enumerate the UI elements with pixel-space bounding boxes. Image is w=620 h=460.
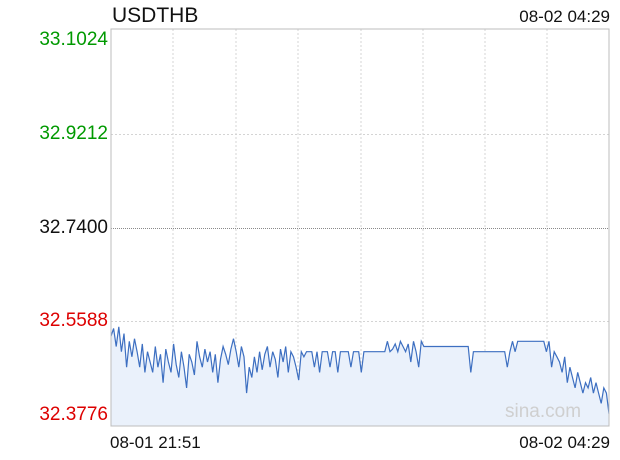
x-tick-label-end: 08-02 04:29 [519, 433, 610, 452]
symbol-title: USDTHB [112, 4, 199, 27]
y-tick-label: 32.9212 [39, 122, 108, 144]
price-line [110, 326, 610, 414]
price-area-fill [111, 326, 609, 426]
header-timestamp: 08-02 04:29 [519, 7, 610, 26]
chart-grid [111, 29, 609, 426]
watermark: sina.com [505, 401, 582, 422]
y-tick-label: 32.7400 [39, 216, 108, 238]
y-tick-label: 32.5588 [39, 310, 108, 332]
y-tick-label: 33.1024 [39, 29, 108, 50]
plot-frame [110, 28, 610, 427]
y-tick-label: 32.3776 [39, 404, 108, 425]
x-tick-label-start: 08-01 21:51 [110, 433, 201, 452]
